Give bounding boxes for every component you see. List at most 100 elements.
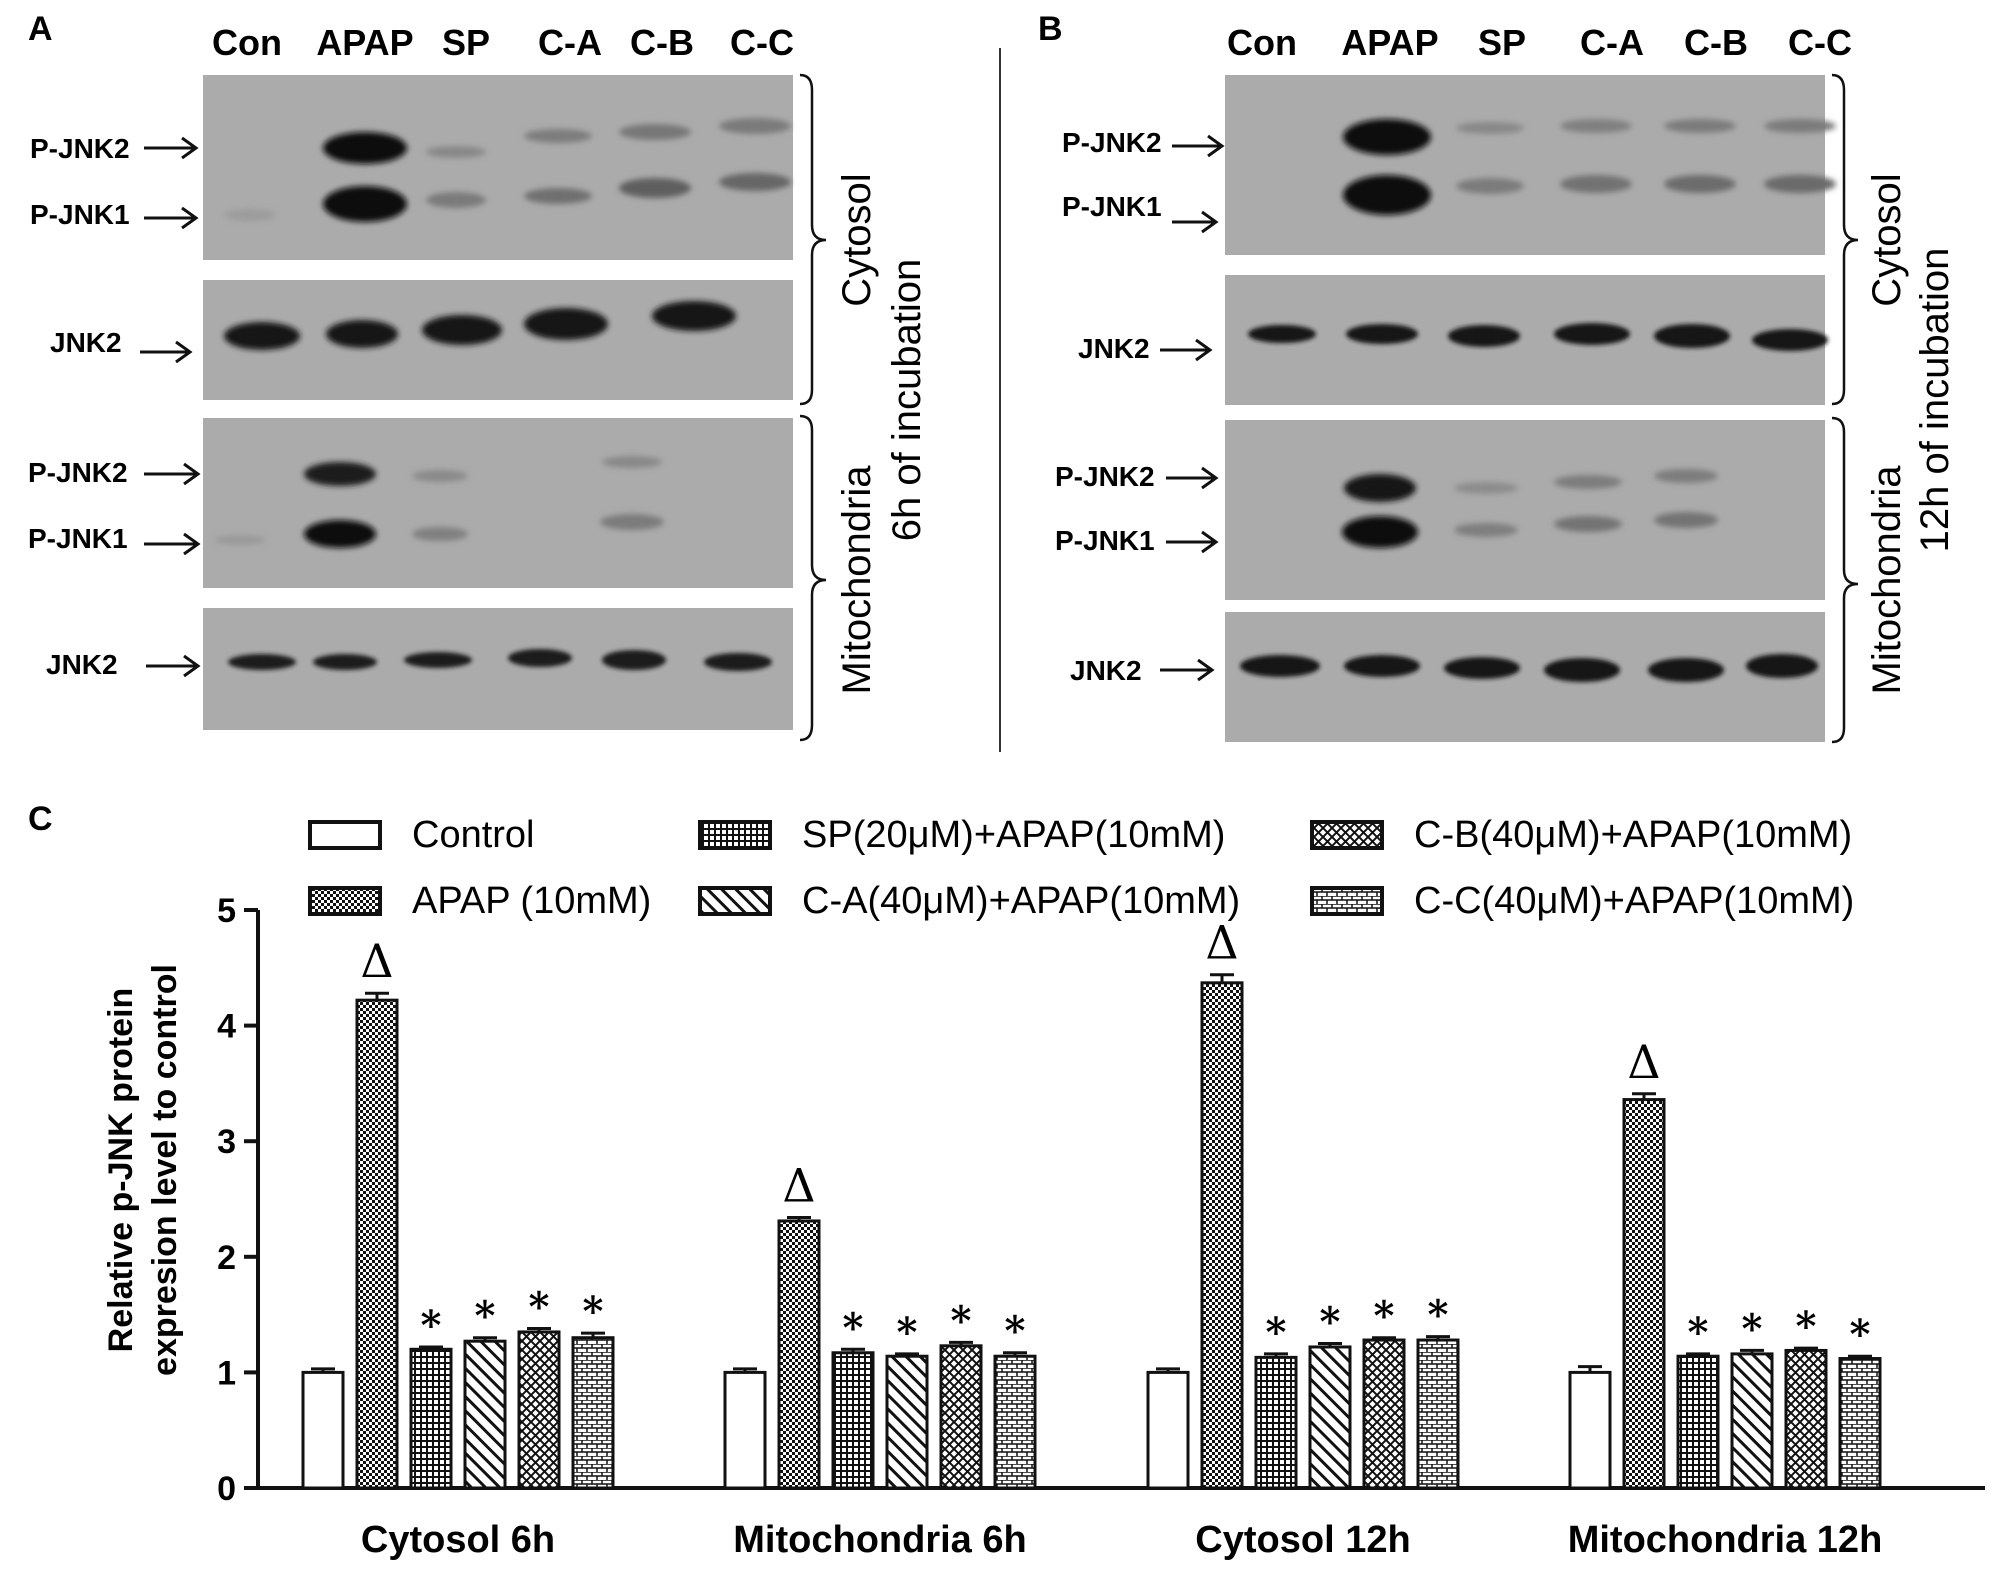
bar xyxy=(1254,1355,1298,1490)
significance-mark: * xyxy=(1320,1299,1341,1346)
significance-mark: * xyxy=(951,1297,972,1344)
blot-row-label: P-JNK2 xyxy=(1062,127,1162,158)
bands xyxy=(1240,654,1818,682)
y-tick-label: 5 xyxy=(217,892,236,930)
panel-a: A Con APAP SP C-A C-B C-C xyxy=(28,10,929,742)
bands xyxy=(1248,323,1828,351)
panel-a-lane-label: C-A xyxy=(538,22,602,63)
bracket-cytosol xyxy=(799,73,827,406)
y-axis-label: Relative p-JNK protein expresion level to… xyxy=(102,964,184,1376)
bar xyxy=(1308,1345,1352,1490)
bar xyxy=(1730,1352,1774,1490)
blot-b-cyto-pjnk xyxy=(1225,75,1825,255)
bands xyxy=(224,301,736,350)
blot-row-label: P-JNK2 xyxy=(28,457,128,488)
panel-b-lane-label: C-B xyxy=(1684,22,1748,63)
y-tick-label: 3 xyxy=(217,1123,236,1161)
legend-label: SP(20μM)+APAP(10mM) xyxy=(802,814,1225,856)
blot-row-label: JNK2 xyxy=(1070,655,1142,686)
bar-chart: 0 1 2 3 4 5 Relative p-JNK protein expresion le… xyxy=(102,892,1985,1561)
significance-mark: * xyxy=(1742,1305,1763,1352)
significance-mark: * xyxy=(1374,1293,1395,1340)
significance-mark: * xyxy=(421,1302,442,1349)
blot-a-mito-pjnk xyxy=(203,418,793,588)
panel-a-lane-label: C-B xyxy=(630,22,694,63)
arrow-icon xyxy=(144,136,199,160)
y-tick-label: 4 xyxy=(217,1008,236,1046)
bar xyxy=(1146,1370,1190,1490)
significance-mark: * xyxy=(1005,1308,1026,1355)
significance-mark: * xyxy=(1428,1292,1449,1339)
bar xyxy=(885,1354,929,1490)
bracket-cytosol xyxy=(1831,73,1859,406)
bands xyxy=(214,456,664,548)
significance-mark: Δ xyxy=(1205,916,1238,970)
blot-a-cyto-jnk2 xyxy=(203,280,793,400)
significance-mark: * xyxy=(1688,1309,1709,1356)
arrow-icon xyxy=(1160,338,1213,362)
arrow-icon xyxy=(144,206,199,230)
panel-b-lane-label: APAP xyxy=(1341,22,1438,63)
panel-b-mito-label: Mitochondria xyxy=(1865,465,1909,695)
bar xyxy=(409,1347,453,1490)
legend-swatch xyxy=(1310,886,1384,916)
significance-mark: * xyxy=(1850,1311,1871,1358)
panel-b-letter: B xyxy=(1038,10,1063,48)
legend-label: C-B(40μM)+APAP(10mM) xyxy=(1414,814,1852,856)
panel-a-lane-label: Con xyxy=(212,22,282,63)
bar xyxy=(831,1351,875,1490)
bar xyxy=(939,1344,983,1490)
panel-b-cytosol-label: Cytosol xyxy=(1865,173,1909,306)
blot-row-label: P-JNK1 xyxy=(28,523,128,554)
bands xyxy=(228,649,772,671)
y-tick-label: 2 xyxy=(217,1239,236,1277)
panel-b: B Con APAP SP C-A C-B C-C xyxy=(1038,10,1957,744)
x-category-label: Cytosol 12h xyxy=(1195,1519,1410,1561)
legend-swatch xyxy=(698,820,772,850)
legend-label: C-A(40μM)+APAP(10mM) xyxy=(802,880,1240,922)
legend-swatch xyxy=(308,820,382,850)
bar xyxy=(355,998,399,1490)
bands xyxy=(224,118,791,222)
bar xyxy=(723,1370,767,1490)
panel-b-lane-label: SP xyxy=(1478,22,1526,63)
significance-mark: Δ xyxy=(360,934,393,988)
blot-row-label: P-JNK1 xyxy=(1055,525,1155,556)
bar xyxy=(1362,1338,1406,1490)
blot-row-label: JNK2 xyxy=(46,649,118,680)
arrow-icon xyxy=(1166,530,1219,554)
blot-row-label: JNK2 xyxy=(1078,333,1150,364)
arrow-icon xyxy=(1172,210,1219,234)
arrow-icon xyxy=(1166,466,1219,490)
panel-c-letter: C xyxy=(28,800,53,838)
bar xyxy=(463,1339,507,1490)
bands xyxy=(1343,119,1836,215)
blot-b-cyto-jnk2 xyxy=(1225,275,1825,405)
bar xyxy=(571,1336,615,1490)
blot-row-label: P-JNK2 xyxy=(30,133,130,164)
panel-b-side-title: 12h of incubation xyxy=(1913,248,1957,553)
bar xyxy=(1200,981,1244,1490)
panel-a-cytosol-label: Cytosol xyxy=(835,173,879,306)
significance-mark: * xyxy=(583,1288,604,1335)
blot-row-label: P-JNK2 xyxy=(1055,461,1155,492)
arrow-icon xyxy=(140,340,193,364)
significance-mark: * xyxy=(1796,1303,1817,1350)
significance-mark: * xyxy=(897,1309,918,1356)
legend-label: APAP (10mM) xyxy=(412,880,651,922)
arrow-icon xyxy=(1160,658,1215,682)
blot-b-mito-jnk2 xyxy=(1225,612,1825,742)
legend-label: Control xyxy=(412,814,535,856)
arrow-icon xyxy=(144,462,201,486)
panel-b-lane-label: C-A xyxy=(1580,22,1644,63)
panel-a-lane-label: APAP xyxy=(316,22,413,63)
blot-a-mito-jnk2 xyxy=(203,608,793,730)
bar xyxy=(777,1219,821,1490)
significance-mark: * xyxy=(529,1283,550,1330)
arrow-icon xyxy=(1172,134,1225,158)
bar xyxy=(1568,1370,1612,1490)
chart-legend: Control APAP (10mM) SP(20μM)+APAP(10mM) C-A… xyxy=(308,814,1854,922)
arrow-icon xyxy=(144,532,201,556)
